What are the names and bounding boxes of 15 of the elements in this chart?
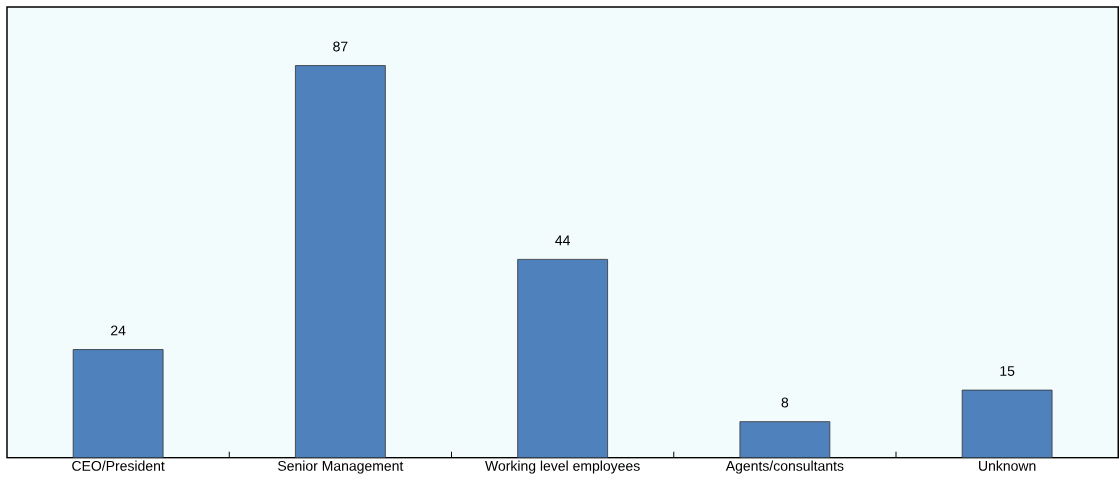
data-label: 8 [781, 397, 789, 408]
x-tick-label: CEO/President [72, 460, 165, 471]
bar [739, 421, 831, 458]
bar [295, 65, 386, 458]
data-label: 15 [1000, 366, 1015, 377]
bar [961, 389, 1053, 458]
data-label: 24 [111, 325, 126, 336]
data-label: 87 [333, 41, 348, 52]
data-label: 44 [555, 235, 570, 246]
bar [72, 349, 164, 458]
x-tick-label: Senior Management [278, 460, 404, 474]
x-tick-label: Unknown [979, 460, 1036, 471]
bar [517, 259, 609, 458]
x-tick-label: Working level employees [485, 460, 640, 474]
x-tick-label: Agents/consultants [725, 460, 844, 474]
